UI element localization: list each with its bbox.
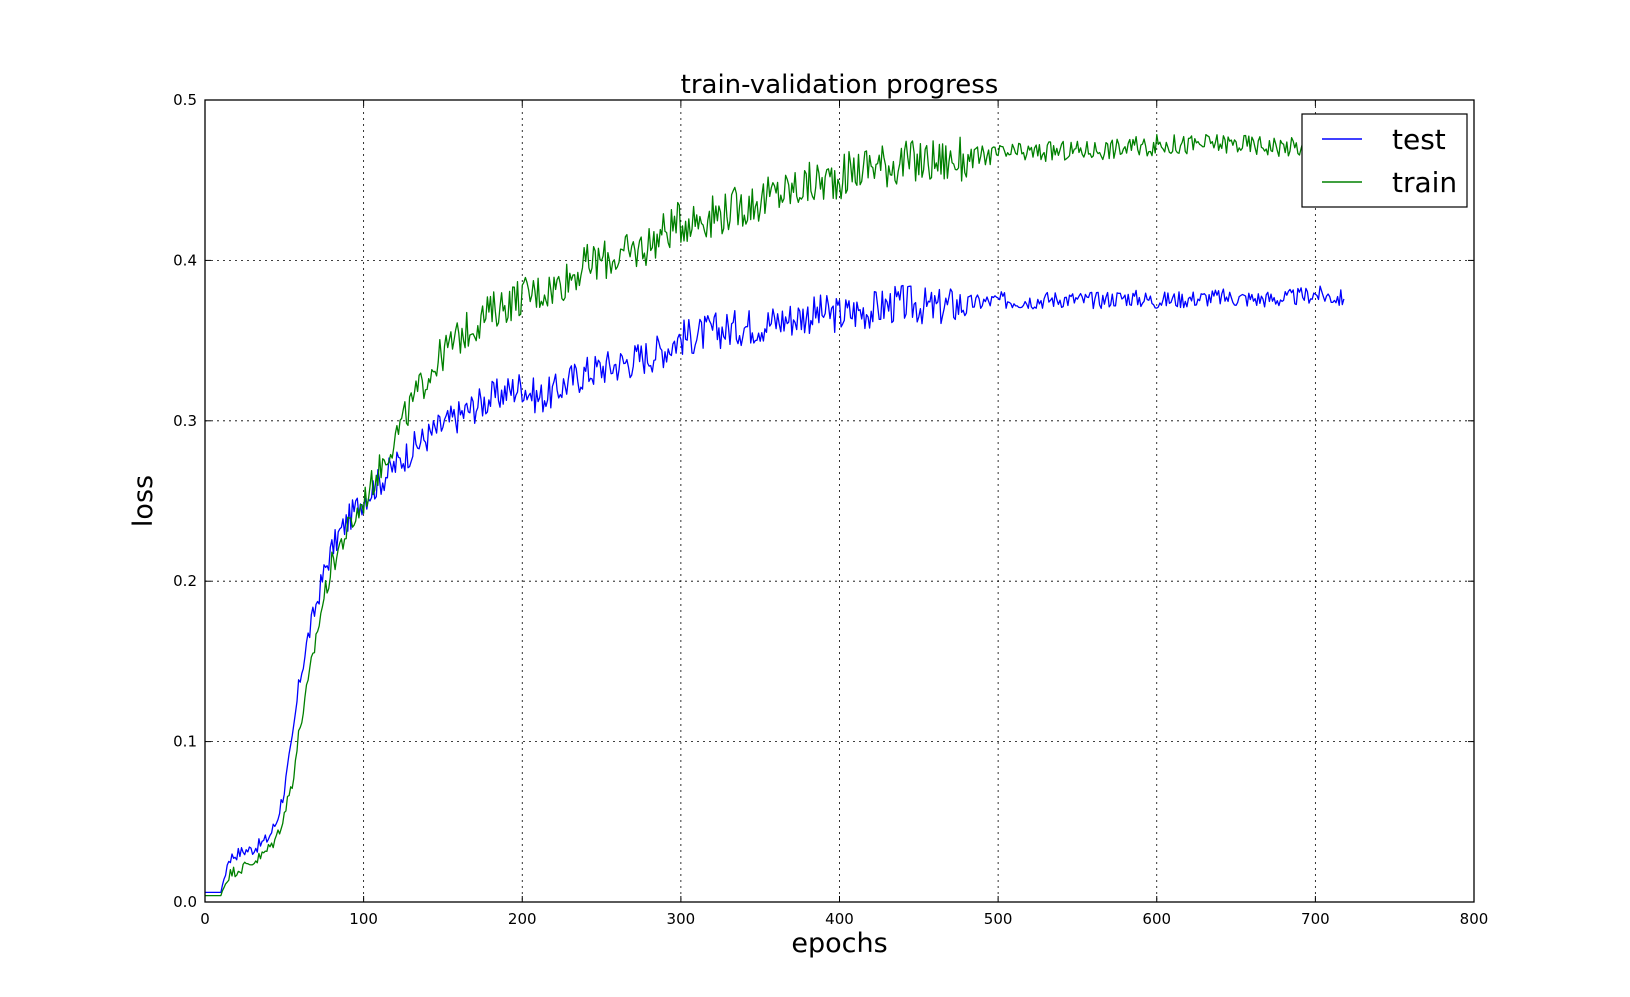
y-tick-label: 0.2 (173, 572, 197, 590)
x-tick-label: 200 (508, 910, 537, 928)
x-tick-label: 600 (1142, 910, 1171, 928)
y-tick-label: 0.3 (173, 412, 197, 430)
x-tick-label: 500 (984, 910, 1013, 928)
x-tick-label: 700 (1301, 910, 1330, 928)
y-tick-label: 0.5 (173, 91, 197, 109)
y-tick-label: 0.1 (173, 733, 197, 751)
x-tick-label: 300 (667, 910, 696, 928)
legend-label-train: train (1392, 166, 1457, 199)
y-tick-label: 0.0 (173, 893, 197, 911)
x-axis-label: epochs (791, 928, 887, 959)
series-line-train (205, 133, 1324, 897)
y-axis: 0.0 0.1 0.2 0.3 0.4 0.5 (173, 91, 1474, 911)
x-tick-label: 400 (825, 910, 854, 928)
series-layer (205, 133, 1345, 897)
legend-label-test: test (1392, 123, 1446, 156)
chart-title: train-validation progress (681, 70, 999, 100)
series-line-test (205, 284, 1345, 894)
y-axis-label: loss (128, 475, 159, 527)
y-tick-label: 0.4 (173, 251, 197, 269)
x-tick-label: 800 (1460, 910, 1489, 928)
x-tick-label: 100 (349, 910, 378, 928)
x-axis: 0 100 200 300 400 500 600 700 800 (200, 100, 1488, 928)
legend: test train (1301, 113, 1468, 208)
x-tick-label: 0 (200, 910, 210, 928)
legend-box (1301, 113, 1468, 208)
